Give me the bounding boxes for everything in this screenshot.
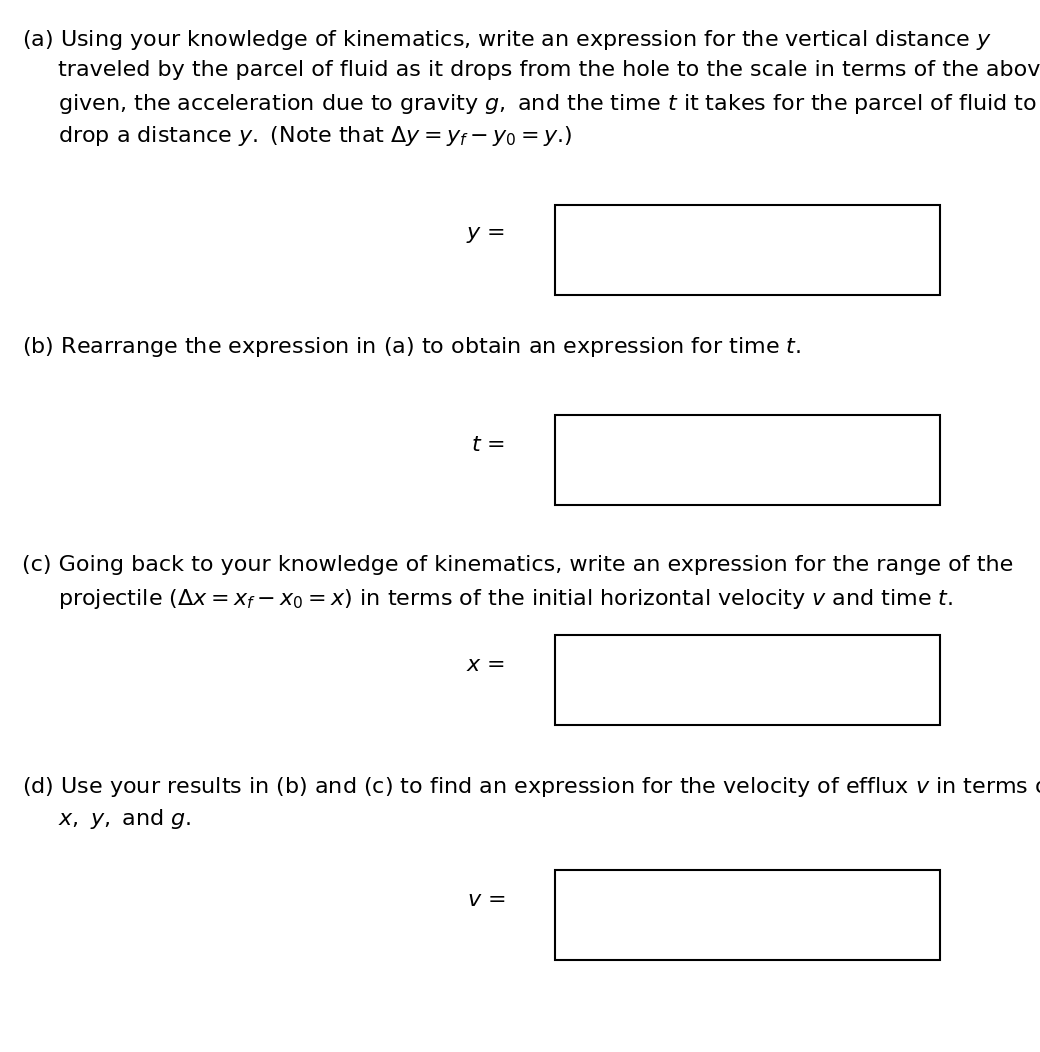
Bar: [555, 205, 940, 295]
Text: $v$ =: $v$ =: [467, 890, 505, 910]
Text: drop a distance $y.$ (Note that $\Delta y = y_f - y_0 = y$.): drop a distance $y.$ (Note that $\Delta …: [58, 124, 573, 148]
Bar: [555, 870, 940, 960]
Text: given, the acceleration due to gravity $g,$ and the time $t$ it takes for the pa: given, the acceleration due to gravity $…: [58, 92, 1037, 116]
Bar: [555, 635, 940, 725]
Text: traveled by the parcel of fluid as it drops from the hole to the scale in terms : traveled by the parcel of fluid as it dr…: [58, 60, 1040, 80]
Text: (b) Rearrange the expression in (a) to obtain an expression for time $t.$: (b) Rearrange the expression in (a) to o…: [22, 335, 801, 359]
Text: $x,$ $y,$ and $g.$: $x,$ $y,$ and $g.$: [58, 807, 191, 831]
Bar: [555, 414, 940, 505]
Text: (a) Using your knowledge of kinematics, write an expression for the vertical dis: (a) Using your knowledge of kinematics, …: [22, 28, 991, 52]
Text: (c) Going back to your knowledge of kinematics, write an expression for the rang: (c) Going back to your knowledge of kine…: [22, 555, 1013, 575]
Text: $x$ =: $x$ =: [466, 655, 505, 675]
Text: $y$ =: $y$ =: [466, 225, 505, 245]
Text: $t$ =: $t$ =: [471, 434, 505, 456]
Text: (d) Use your results in (b) and (c) to find an expression for the velocity of ef: (d) Use your results in (b) and (c) to f…: [22, 775, 1040, 800]
Text: projectile ($\Delta x = x_f - x_0 = x$) in terms of the initial horizontal veloc: projectile ($\Delta x = x_f - x_0 = x$) …: [58, 587, 954, 611]
